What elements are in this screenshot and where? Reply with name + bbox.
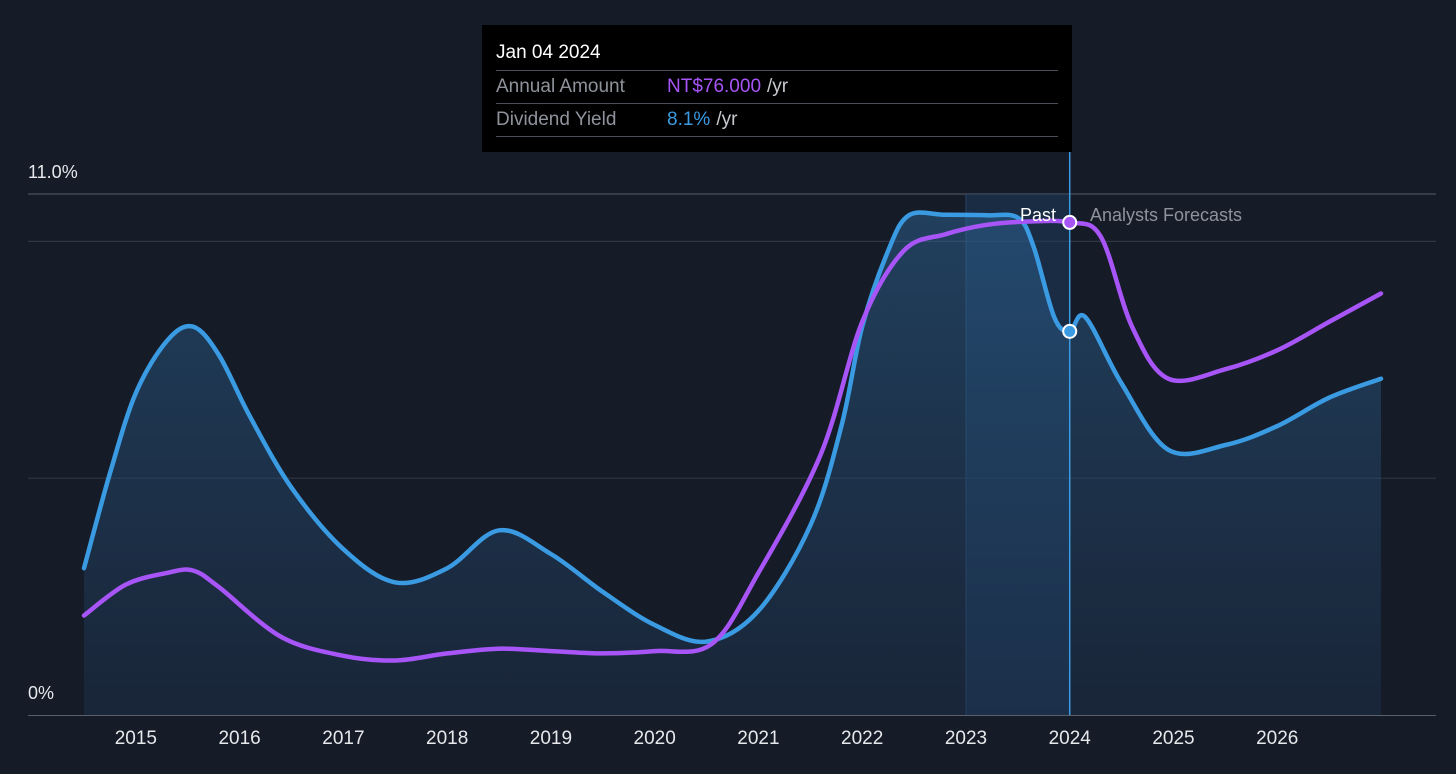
tooltip: Jan 04 2024 Annual Amount NT$76.000 /yr … [482,25,1072,152]
tooltip-unit-dividend-yield: /yr [716,109,738,130]
tooltip-value-dividend-yield: 8.1% [667,109,711,130]
y-axis-max-label: 11.0% [28,162,78,182]
x-tick-label: 2023 [944,728,988,749]
amount-line [81,218,1384,663]
y-axis-min-label: 0% [28,683,55,703]
tooltip-date: Jan 04 2024 [496,39,1058,71]
tooltip-value-annual-amount: NT$76.000 [667,76,762,97]
x-tick-label: 2025 [1152,728,1195,749]
x-tick-label: 2019 [529,728,573,749]
tooltip-unit-annual-amount: /yr [767,76,789,97]
x-tick-label: 2021 [737,728,780,749]
past-label: Past [1020,205,1057,225]
tooltip-label-annual-amount: Annual Amount [496,76,625,97]
x-tick-label: 2026 [1256,728,1299,749]
x-tick-label: 2016 [218,728,261,749]
yield-line [81,210,1384,645]
x-tick-label: 2020 [633,728,676,749]
tooltip-row-dividend-yield: Dividend Yield 8.1% /yr [496,104,1058,137]
x-tick-label: 2022 [841,728,884,749]
tooltip-label-dividend-yield: Dividend Yield [496,109,617,130]
x-tick-label: 2024 [1048,728,1091,749]
amount-marker-dot [1062,214,1078,230]
tooltip-row-annual-amount: Annual Amount NT$76.000 /yr [496,71,1058,104]
yield-marker-dot [1062,323,1078,339]
yield-area [84,212,1381,715]
x-tick-label: 2017 [322,728,365,749]
x-tick-label: 2018 [426,728,469,749]
x-tick-label: 2015 [114,728,158,749]
analysts-forecasts-label: Analysts Forecasts [1090,205,1243,225]
